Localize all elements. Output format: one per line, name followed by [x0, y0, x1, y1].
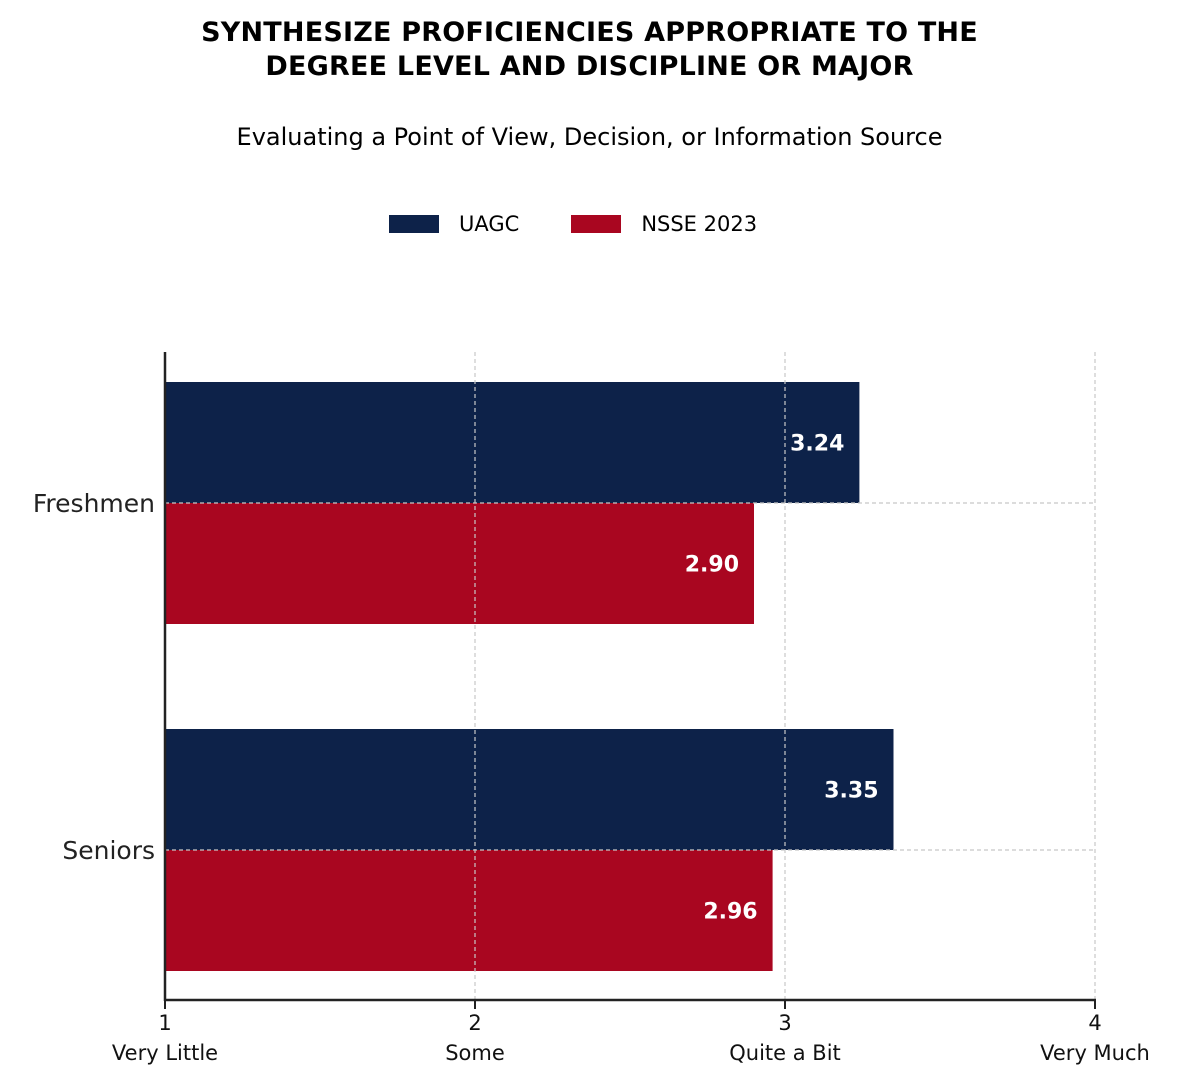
x-tick-sublabel-1: Very Little	[112, 1041, 218, 1065]
legend: UAGC NSSE 2023	[389, 209, 757, 239]
x-tick-sublabel-3: Quite a Bit	[729, 1041, 841, 1065]
bar-nsse-2023-seniors	[165, 850, 773, 971]
x-tick-label-1: 1	[158, 1011, 171, 1035]
legend-item-nsse: NSSE 2023	[571, 212, 757, 236]
y-tick-label-seniors: Seniors	[62, 836, 155, 865]
data-label-nsse-2023-seniors: 2.96	[703, 900, 757, 925]
x-tick-label-3: 3	[778, 1011, 791, 1035]
data-label-nsse-2023-freshmen: 2.90	[685, 553, 739, 578]
chart-subtitle: Evaluating a Point of View, Decision, or…	[236, 123, 943, 151]
legend-swatch-uagc	[389, 215, 439, 233]
bar-nsse-2023-freshmen	[165, 503, 754, 624]
chart-title: SYNTHESIZE PROFICIENCIES APPROPRIATE TO …	[0, 16, 1179, 84]
legend-label-uagc: UAGC	[459, 212, 520, 236]
bar-uagc-freshmen	[165, 382, 860, 503]
x-tick-sublabel-2: Some	[445, 1041, 505, 1065]
x-tick-label-4: 4	[1088, 1011, 1101, 1035]
x-tick-sublabel-4: Very Much	[1040, 1041, 1150, 1065]
chart-title-line-2: DEGREE LEVEL AND DISCIPLINE OR MAJOR	[265, 51, 914, 82]
data-label-uagc-freshmen: 3.24	[790, 432, 844, 457]
legend-label-nsse: NSSE 2023	[641, 212, 758, 236]
y-tick-label-freshmen: Freshmen	[33, 489, 155, 518]
legend-swatch-nsse	[571, 215, 622, 233]
legend-item-uagc: UAGC	[389, 212, 519, 236]
bar-uagc-seniors	[165, 729, 894, 850]
x-tick-label-2: 2	[468, 1011, 481, 1035]
data-label-uagc-seniors: 3.35	[824, 779, 878, 804]
chart-title-line-1: SYNTHESIZE PROFICIENCIES APPROPRIATE TO …	[201, 17, 978, 48]
